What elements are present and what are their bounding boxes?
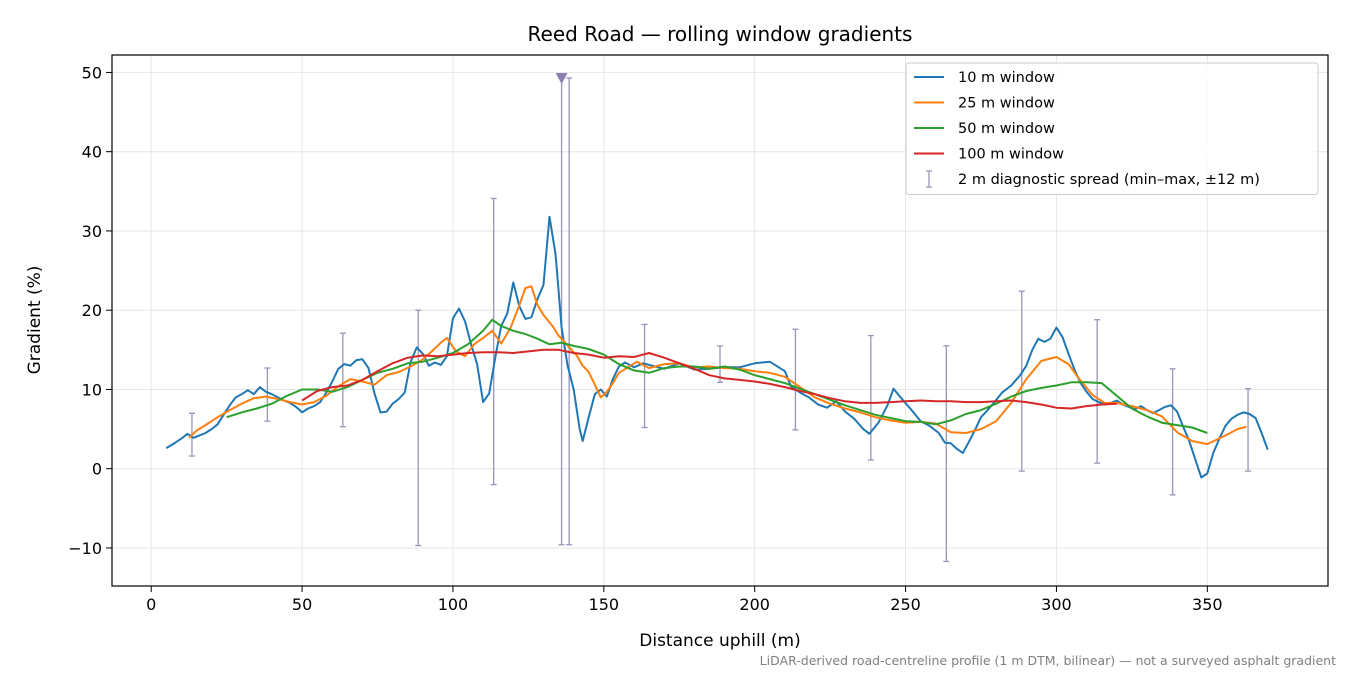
series-lines-layer: [165, 215, 1269, 479]
footnote: LiDAR-derived road-centreline profile (1…: [760, 653, 1336, 668]
y-tick-label: 0: [92, 460, 102, 479]
y-axis-label: Gradient (%): [25, 266, 45, 375]
legend-label: 50 m window: [958, 121, 1055, 137]
series-line-4: [301, 348, 1117, 410]
series-line-2: [188, 285, 1247, 446]
error-bar: [1245, 388, 1252, 472]
error-bar: [641, 323, 648, 429]
legend: 10 m window 25 m window 50 m window 100 m w…: [905, 62, 1319, 195]
y-axis-ticks: −10 0 10 20 30 40 50: [68, 63, 112, 558]
legend-box: [905, 62, 1319, 195]
error-bar: [490, 197, 497, 486]
chart-title: Reed Road — rolling window gradients: [528, 22, 913, 46]
x-axis-label: Distance uphill (m): [639, 631, 800, 651]
error-bar: [717, 345, 723, 383]
legend-label: 25 m window: [958, 96, 1055, 112]
y-tick-label: 50: [82, 63, 102, 82]
error-bar: [1018, 290, 1025, 472]
x-tick-label: 50: [292, 595, 312, 614]
clipped-spread-marker: [555, 72, 568, 84]
legend-label: 100 m window: [958, 147, 1064, 163]
x-tick-label: 350: [1192, 595, 1223, 614]
y-tick-label: 20: [82, 301, 102, 320]
legend-label: 10 m window: [958, 70, 1055, 86]
error-bar: [792, 328, 799, 431]
error-bar: [264, 367, 271, 422]
error-bar: [943, 345, 950, 563]
x-tick-label: 0: [146, 595, 156, 614]
x-tick-label: 150: [589, 595, 620, 614]
error-bar: [1169, 368, 1176, 496]
error-bar: [1094, 319, 1101, 464]
y-tick-label: −10: [68, 539, 102, 558]
x-tick-label: 200: [739, 595, 770, 614]
x-tick-label: 100: [438, 595, 469, 614]
x-tick-label: 250: [890, 595, 921, 614]
error-bar: [566, 77, 573, 546]
legend-label: 2 m diagnostic spread (min–max, ±12 m): [958, 172, 1260, 188]
y-tick-label: 10: [82, 380, 102, 399]
x-axis-ticks: 0 50 100 150 200 250 300 350: [146, 586, 1223, 614]
error-bar: [867, 334, 874, 461]
y-tick-label: 40: [82, 143, 102, 162]
error-bar: [339, 332, 346, 428]
series-line-3: [226, 318, 1208, 434]
error-bars-layer: [188, 72, 1252, 563]
x-tick-label: 300: [1041, 595, 1072, 614]
plot-frame: [111, 54, 1329, 587]
y-tick-label: 30: [82, 222, 102, 241]
